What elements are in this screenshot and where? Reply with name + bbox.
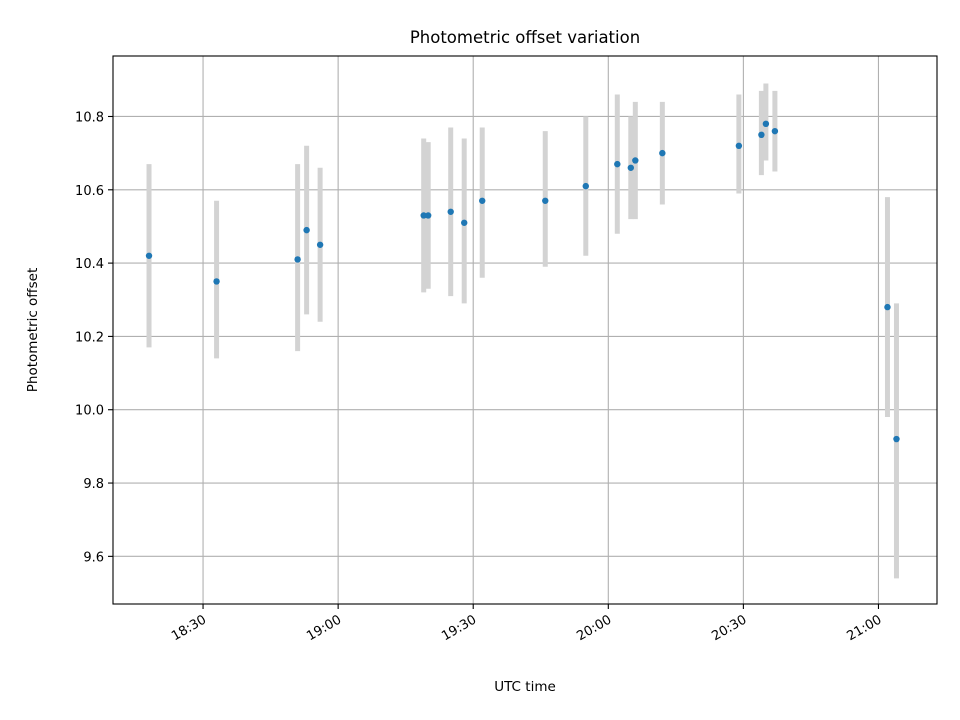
x-tick-label: 20:30 [709,612,749,644]
data-point [884,303,891,311]
data-point [771,127,779,135]
data-point [627,164,635,171]
data-point [316,241,324,248]
x-tick-label: 19:30 [439,612,479,644]
y-tick-label: 10.6 [75,184,104,199]
x-tick-label: 20:00 [574,612,614,644]
data-point [582,182,589,190]
y-tick-label: 9.8 [83,477,104,492]
y-tick-label: 10.4 [75,257,104,272]
data-point [461,219,468,226]
data-point [213,278,220,285]
y-axis-label: Photometric offset [25,268,41,392]
data-point [479,197,486,204]
data-point [303,226,310,234]
y-tick-label: 10.8 [75,110,104,125]
y-tick-label: 10.0 [75,404,104,419]
data-point [614,160,621,168]
data-point [542,197,549,204]
grid-layer [113,56,937,604]
data-point [762,120,770,128]
point-layer [145,120,900,443]
data-point [420,212,427,219]
data-point [735,142,743,150]
data-point [447,208,454,215]
x-tick-label: 21:00 [845,612,885,644]
data-point [632,157,639,164]
data-point [424,212,432,219]
data-point [893,435,900,443]
chart-title: Photometric offset variation [410,28,640,47]
data-point [145,252,153,259]
y-tick-label: 10.2 [75,330,104,345]
data-point [758,131,765,139]
x-axis-label: UTC time [494,679,556,695]
x-tick-label: 19:00 [304,612,344,644]
data-point [659,149,666,157]
errorbar-layer [146,83,899,579]
data-point [294,256,301,263]
plot-frame [112,55,938,605]
y-tick-label: 9.6 [83,550,104,565]
x-tick-label: 18:30 [169,612,209,644]
